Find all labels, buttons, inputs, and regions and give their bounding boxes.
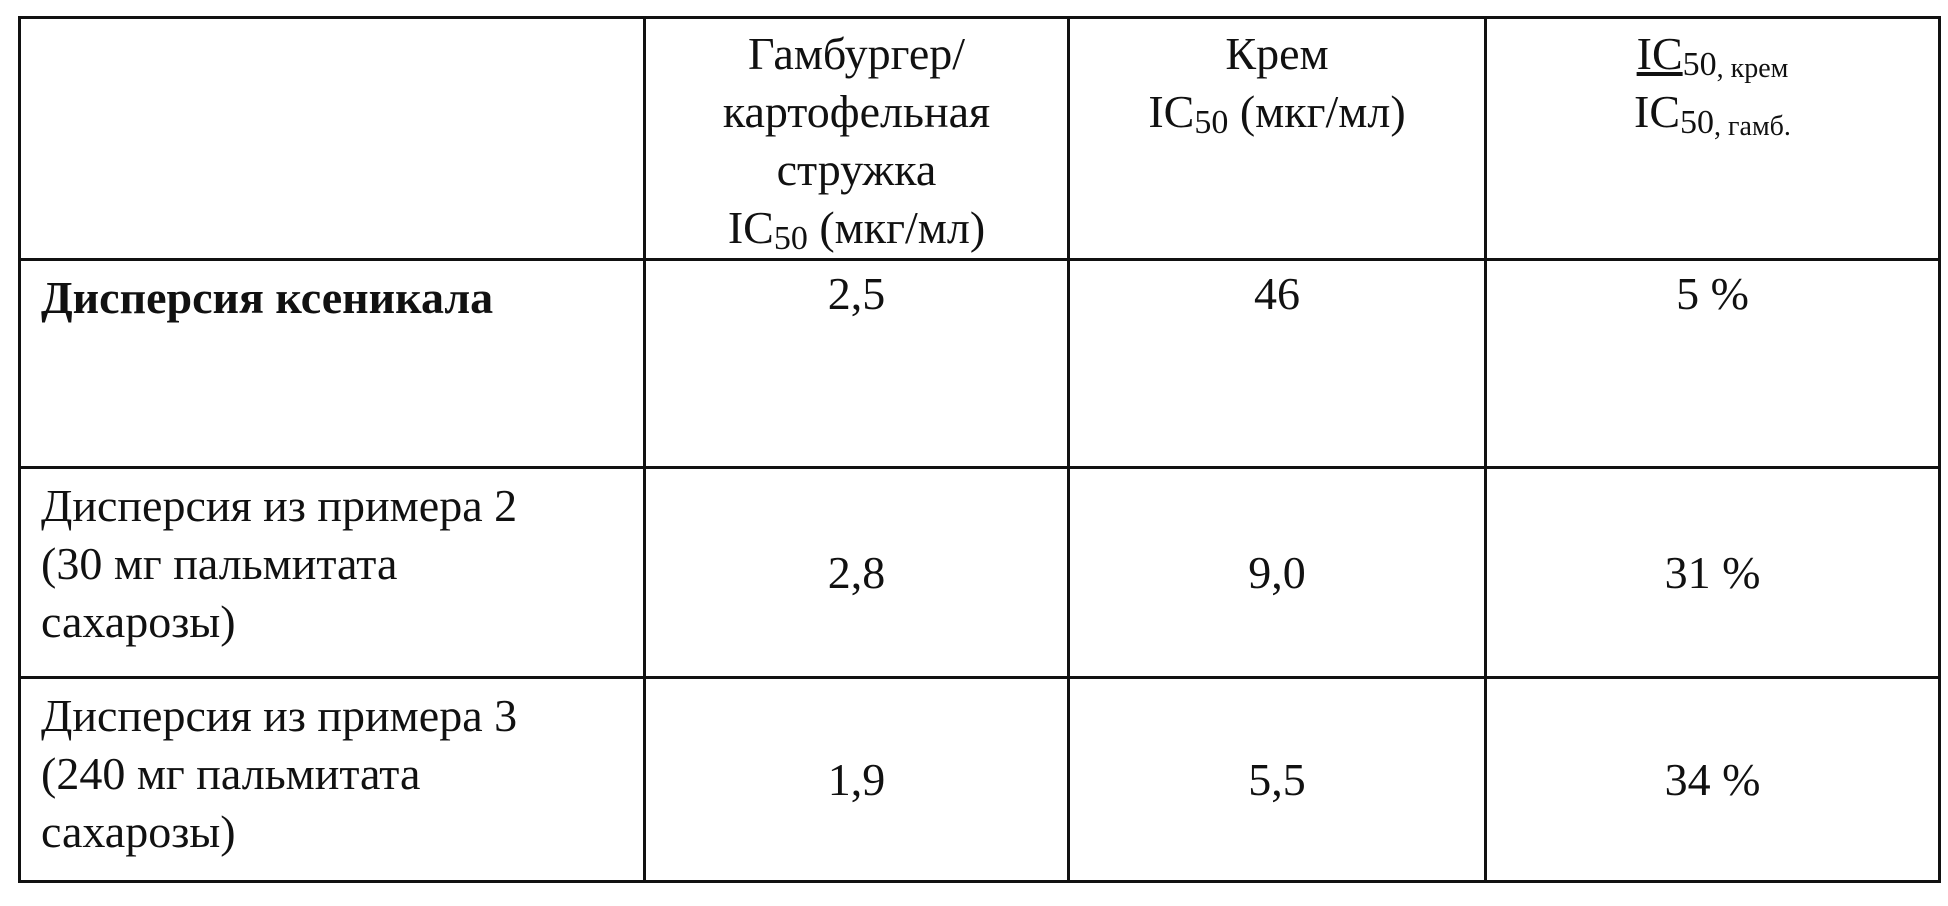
header-empty-cell	[20, 18, 645, 260]
hamburger-value: 1,9	[645, 678, 1069, 882]
header-hamburger-line: Гамбургер/	[646, 25, 1067, 83]
cream-value: 5,5	[1069, 678, 1486, 882]
row-label: Дисперсия из примера 2 (30 мг пальмитата…	[20, 468, 645, 678]
header-ratio-numerator: IC50, крем	[1487, 25, 1938, 83]
table-row: Дисперсия из примера 2 (30 мг пальмитата…	[20, 468, 1940, 678]
row-label-line: Дисперсия из примера 3	[41, 687, 643, 745]
header-cream-unit: IC50 (мкг/мл)	[1070, 83, 1484, 141]
header-cream-title: Крем	[1070, 25, 1484, 83]
row-label-line: сахарозы)	[41, 593, 643, 651]
row-label-line: Дисперсия ксеникала	[41, 269, 643, 327]
table-header-row: Гамбургер/ картофельная стружка IC50 (мк…	[20, 18, 1940, 260]
row-label: Дисперсия из примера 3 (240 мг пальмитат…	[20, 678, 645, 882]
header-cream: Крем IC50 (мкг/мл)	[1069, 18, 1486, 260]
header-hamburger-line: картофельная	[646, 83, 1067, 141]
ratio-value: 34 %	[1486, 678, 1940, 882]
cream-value: 9,0	[1069, 468, 1486, 678]
row-label-line: Дисперсия из примера 2	[41, 477, 643, 535]
table-row: Дисперсия из примера 3 (240 мг пальмитат…	[20, 678, 1940, 882]
header-hamburger-unit: IC50 (мкг/мл)	[646, 199, 1067, 257]
table-row: Дисперсия ксеникала 2,5 46 5 %	[20, 260, 1940, 468]
ratio-value: 5 %	[1486, 260, 1940, 468]
header-hamburger-line: стружка	[646, 141, 1067, 199]
row-label: Дисперсия ксеникала	[20, 260, 645, 468]
header-ratio: IC50, крем IC50, гамб.	[1486, 18, 1940, 260]
row-label-line: сахарозы)	[41, 803, 643, 861]
hamburger-value: 2,5	[645, 260, 1069, 468]
ratio-value: 31 %	[1486, 468, 1940, 678]
results-table: Гамбургер/ картофельная стружка IC50 (мк…	[18, 16, 1941, 883]
cream-value: 46	[1069, 260, 1486, 468]
hamburger-value: 2,8	[645, 468, 1069, 678]
header-hamburger: Гамбургер/ картофельная стружка IC50 (мк…	[645, 18, 1069, 260]
row-label-line: (240 мг пальмитата	[41, 745, 643, 803]
row-label-line: (30 мг пальмитата	[41, 535, 643, 593]
header-ratio-denominator: IC50, гамб.	[1487, 83, 1938, 141]
